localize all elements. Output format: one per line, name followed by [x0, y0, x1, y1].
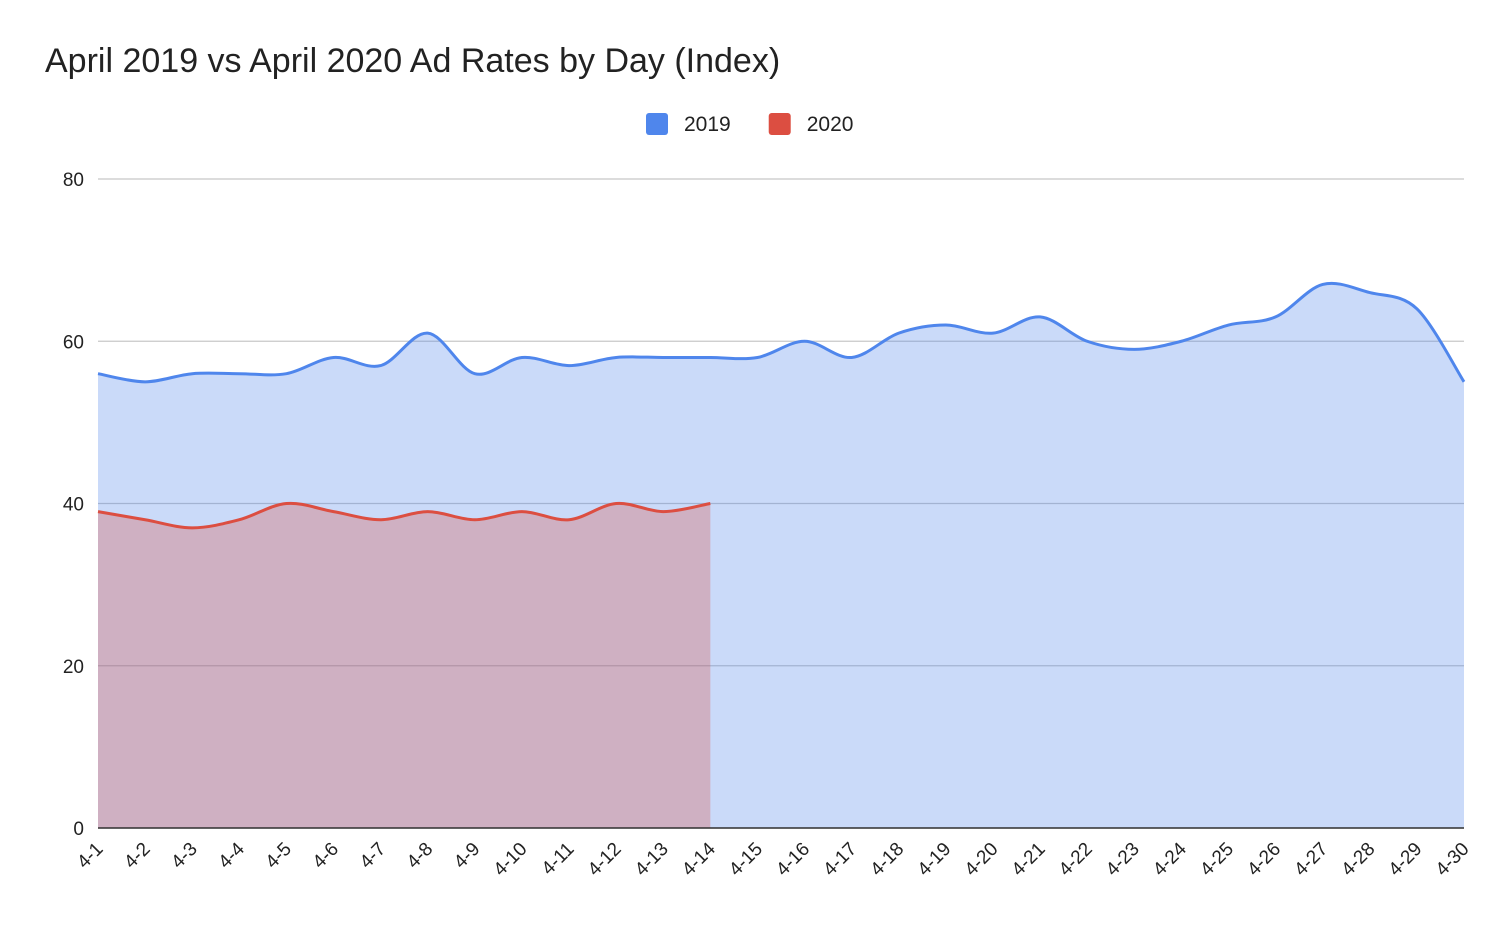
y-tick-label: 60 [63, 332, 84, 353]
x-tick-label: 4-2 [120, 839, 154, 873]
x-tick-label: 4-6 [309, 839, 343, 873]
x-tick-label: 4-24 [1149, 838, 1191, 880]
x-tick-label: 4-27 [1290, 839, 1332, 881]
area [98, 503, 711, 828]
x-tick-label: 4-9 [450, 839, 484, 873]
x-tick-label: 4-29 [1385, 839, 1427, 881]
x-tick-label: 4-13 [631, 839, 673, 881]
x-tick-label: 4-19 [914, 839, 956, 881]
y-tick-label: 20 [63, 657, 84, 678]
area [98, 283, 1464, 828]
x-tick-label: 4-28 [1338, 839, 1380, 881]
x-tick-label: 4-23 [1102, 839, 1144, 881]
x-tick-label: 4-12 [584, 839, 626, 881]
line [97, 281, 1466, 384]
x-tick-label: 4-30 [1432, 839, 1474, 881]
x-tick-label: 4-21 [1008, 839, 1050, 881]
chart-title: April 2019 vs April 2020 Ad Rates by Day… [45, 42, 780, 80]
x-tick-label: 4-10 [490, 839, 532, 881]
y-tick-label: 80 [63, 170, 84, 191]
legend-swatch [768, 113, 791, 135]
x-tick-label: 4-26 [1243, 839, 1285, 881]
legend: 2019 2020 [646, 113, 853, 136]
y-tick-label: 40 [63, 495, 84, 516]
x-tick-label: 4-18 [867, 839, 909, 881]
line [97, 501, 711, 530]
x-tick-label: 4-5 [262, 839, 296, 873]
legend-label: 2020 [807, 113, 854, 136]
x-tick-label: 4-1 [73, 839, 107, 873]
x-tick-label: 4-8 [403, 839, 437, 873]
x-tick-label: 4-14 [678, 838, 720, 880]
x-tick-label: 4-20 [961, 839, 1003, 881]
y-tick-label: 0 [73, 819, 84, 840]
x-tick-label: 4-17 [819, 839, 861, 881]
x-tick-label: 4-7 [356, 839, 390, 873]
x-tick-label: 4-22 [1055, 839, 1097, 881]
x-tick-label: 4-11 [538, 839, 579, 880]
x-tick-label: 4-4 [215, 838, 250, 873]
x-tick-label: 4-15 [725, 839, 767, 881]
x-tick-label: 4-3 [167, 839, 201, 873]
x-tick-label: 4-16 [772, 839, 814, 881]
legend-label: 2019 [684, 113, 731, 136]
legend-swatch [646, 113, 668, 135]
x-tick-label: 4-25 [1196, 839, 1238, 881]
